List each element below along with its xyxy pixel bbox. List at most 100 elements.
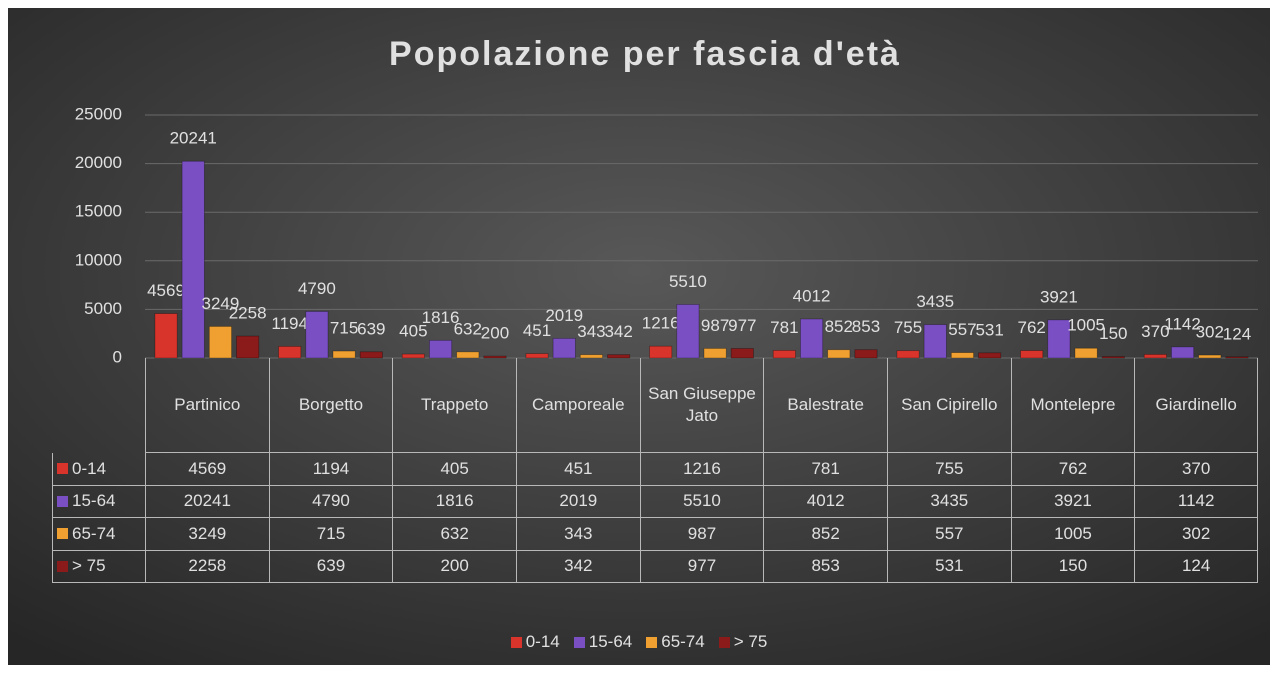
table-cell: 853 [763,550,887,583]
data-label: 852 [825,317,853,336]
bar [1225,356,1249,359]
data-label: 3921 [1040,287,1078,306]
bar [305,311,329,359]
bar [456,351,480,359]
table-cell: 124 [1134,550,1258,583]
data-label: 1216 [642,314,680,333]
y-tick-label: 20000 [75,153,122,172]
series-name: 15-64 [72,491,116,511]
table-cell: 1216 [639,453,764,486]
bar [1047,319,1071,359]
data-label: 370 [1141,322,1169,341]
legend-key [57,463,68,475]
table-cell: 5510 [639,485,764,518]
bar [401,353,425,359]
table-cell: 451 [516,453,640,486]
bar [676,304,700,359]
table-cell: 531 [887,550,1011,583]
data-label: 632 [454,319,482,338]
bar [854,349,878,359]
category-cell: Montelepre [1010,358,1135,453]
bar [525,353,549,359]
table-cell: 302 [1134,518,1258,551]
table-cell: 3435 [887,485,1011,518]
table-cell: 4569 [145,453,269,486]
table-cell: 3249 [145,518,269,551]
category-cell: Camporeale [516,358,640,453]
table-cell: 150 [1010,550,1135,583]
table-cell: 1005 [1010,518,1135,551]
bar [827,349,851,359]
table-cell: 1194 [268,453,393,486]
data-label: 762 [1018,318,1046,337]
y-tick-label: 15000 [75,202,122,221]
legend-key [510,636,522,648]
data-label: 1194 [271,314,308,333]
table-cell: 370 [1134,453,1258,486]
legend-key [573,636,585,648]
y-tick-label: 5000 [84,299,122,318]
data-label: 987 [701,316,729,335]
legend-key [718,636,730,648]
data-label: 405 [399,322,427,341]
chart-title: Popolazione per fascia d'età [389,35,901,73]
y-tick-label: 25000 [75,104,122,123]
table-cell: 3921 [1010,485,1135,518]
legend-item: 65-74 [646,632,705,652]
data-label: 557 [948,320,976,339]
table-cell: 987 [639,518,764,551]
data-label: 781 [770,318,798,337]
bar [429,339,453,359]
data-label: 1142 [1164,314,1201,333]
category-cell: Trappeto [392,358,516,453]
table-cell: 715 [268,518,393,551]
series-name: > 75 [72,556,106,576]
bar [896,350,920,359]
table-cell: 343 [516,518,640,551]
series-cell: 0-14 [52,453,145,486]
legend-key [646,636,658,648]
table-cell: 1142 [1134,485,1258,518]
legend-key [57,495,68,507]
table-cell: 200 [392,550,516,583]
category-cell: Balestrate [763,358,887,453]
y-tick-label: 0 [113,347,122,366]
bar [236,335,260,359]
data-label: 1816 [422,308,460,327]
bar [649,345,673,359]
data-label: 2019 [545,306,583,325]
data-label: 302 [1196,323,1224,342]
bar [332,350,356,359]
data-label: 531 [975,320,1003,339]
table-cell: 4790 [268,485,393,518]
data-label: 4569 [147,281,185,300]
data-label: 715 [330,319,358,338]
data-label: 977 [728,316,756,335]
bar [181,160,205,359]
legend-key [57,560,68,572]
category-cell: San Cipirello [887,358,1011,453]
data-label: 1005 [1067,316,1105,335]
bar [1101,356,1125,359]
table-cell: 762 [1010,453,1135,486]
bar [1198,354,1222,359]
table-cell: 755 [887,453,1011,486]
table-cell: 4012 [763,485,887,518]
bar [208,326,232,359]
table-cell: 781 [763,453,887,486]
bar [1143,354,1167,359]
legend-label: 0-14 [525,632,560,651]
bar [579,354,603,359]
bar [1020,350,1044,359]
bar [703,348,727,359]
table-cell: 1816 [392,485,516,518]
legend: 0-14 15-64 65-74 > 75 [8,632,1270,652]
bar [1074,347,1098,359]
series-cell: 65-74 [52,518,145,551]
data-label: 4790 [298,279,336,298]
bar [978,352,1002,359]
table-cell: 2019 [516,485,640,518]
data-label: 4012 [793,286,831,305]
table-cell: 20241 [145,485,269,518]
